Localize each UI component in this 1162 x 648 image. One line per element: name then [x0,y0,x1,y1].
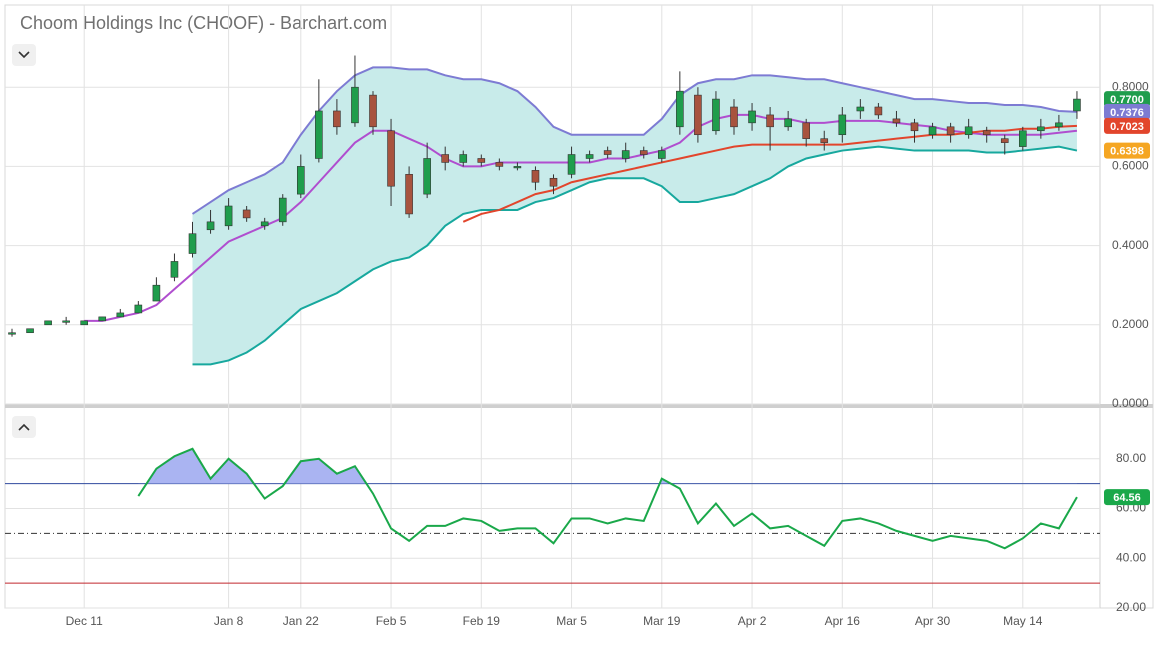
candle-body [170,261,179,278]
candle-body [621,150,630,159]
candle-body [8,332,16,335]
candle-body [188,233,197,254]
x-tick-label: Mar 19 [643,614,681,628]
candle-body [784,118,792,128]
candle-body [26,328,34,334]
candle-body [80,320,88,326]
value-tag-label: 64.56 [1113,492,1141,504]
candle-body [513,166,522,169]
candle-body [441,154,450,163]
candle-body [369,94,377,128]
candle-body [531,170,540,183]
y-tick-label: 20.00 [1116,600,1146,614]
band-line [192,145,1078,366]
candle-body [224,205,233,227]
candle-body [549,177,558,187]
y-tick-label: 40.00 [1116,550,1146,564]
candle-body [730,106,738,128]
candle-body [712,98,720,132]
candle-body [748,110,756,124]
candle-body [1000,138,1009,143]
candle-body [585,154,594,159]
candle-body [964,126,973,136]
candle-body [1018,130,1027,147]
x-tick-label: Jan 22 [283,614,319,628]
x-tick-label: Jan 8 [214,614,244,628]
candle-body [946,126,955,136]
x-tick-label: Apr 2 [738,614,767,628]
value-tag-label: 0.7023 [1110,121,1144,133]
overbought-fill [138,448,1077,484]
candle-body [910,122,919,132]
candle-body [1073,98,1081,112]
candle-body [459,154,468,163]
candle-body [838,114,847,136]
y-tick-label: 0.4000 [1112,238,1149,252]
candle-body [62,320,70,323]
expand-button[interactable] [12,416,36,438]
y-tick-label: 0.0000 [1112,396,1149,410]
chart-title: Choom Holdings Inc (CHOOF) - Barchart.co… [20,13,387,33]
x-tick-label: Apr 16 [825,614,861,628]
candle-body [639,150,648,155]
candle-body [1055,122,1063,128]
candle-body [333,110,341,128]
y-tick-label: 0.2000 [1112,317,1149,331]
x-tick-label: Feb 5 [376,614,407,628]
y-tick-label: 80.00 [1116,451,1146,465]
x-tick-label: May 14 [1003,614,1043,628]
value-tag-label: 0.6398 [1110,146,1144,158]
y-tick-label: 0.8000 [1112,79,1149,93]
candle-body [116,312,125,318]
candle-body [260,221,269,227]
value-tag [1104,489,1150,506]
x-tick-label: Feb 19 [463,614,501,628]
candle-body [387,130,395,187]
candle-body [928,126,937,136]
candle-body [315,110,323,159]
candle-body [694,94,702,136]
candle-body [874,106,883,116]
collapse-button[interactable] [12,44,36,66]
value-tag [1104,142,1150,159]
candle-body [603,150,612,155]
candle-body [242,209,251,219]
candle-body [495,162,504,167]
value-tag [1104,103,1150,120]
candle-body [423,158,431,195]
x-tick-label: Mar 5 [556,614,587,628]
candle-body [351,86,359,124]
candle-body [405,174,413,215]
candle-body [1037,126,1045,132]
rsi-line [137,447,1078,550]
candle-body [278,197,287,223]
candle-body [802,122,811,139]
candle-body [44,320,52,326]
candle-body [820,138,829,143]
value-tag [1104,91,1150,108]
candle-body [766,114,774,128]
x-tick-label: Dec 11 [66,614,103,628]
value-tag-label: 0.7700 [1110,94,1144,106]
value-tag [1104,117,1150,134]
candle-body [856,106,865,112]
candle-body [152,284,161,302]
y-tick-label: 0.6000 [1112,159,1149,173]
candle-body [206,221,215,231]
candle-body [477,158,486,163]
candle-body [567,154,576,175]
x-tick-label: Apr 30 [915,614,951,628]
candle-body [296,166,305,195]
candle-body [676,90,684,128]
candle-body [134,304,143,314]
candle-body [892,118,901,124]
candle-body [657,150,666,159]
candle-body [982,130,991,136]
candle-body [98,316,107,322]
value-tag-label: 0.7376 [1110,107,1144,119]
band-line [191,66,1078,215]
